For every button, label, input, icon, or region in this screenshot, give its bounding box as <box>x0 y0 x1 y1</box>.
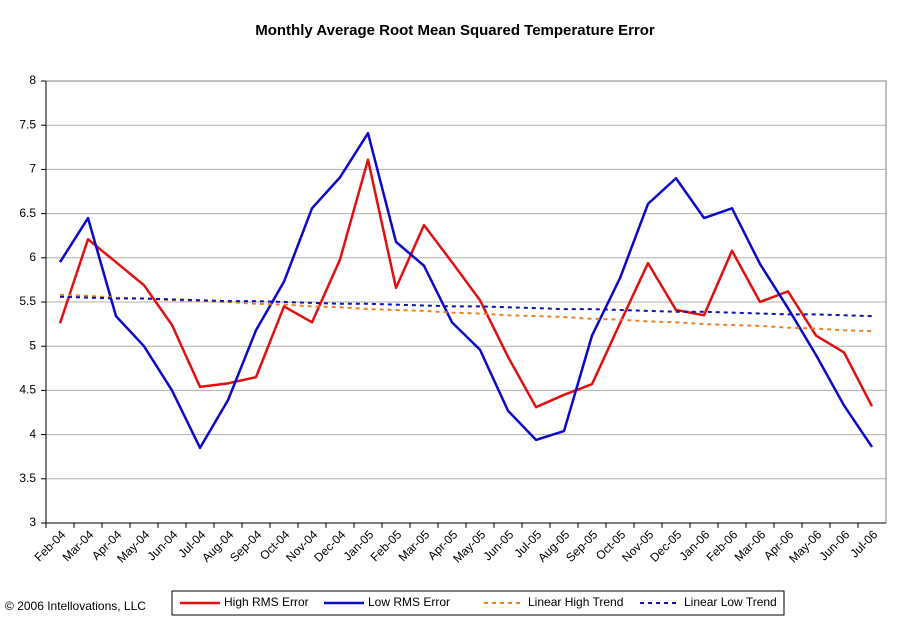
y-tick-label: 6.5 <box>19 206 36 220</box>
y-tick-label: 4 <box>29 427 36 441</box>
y-tick-label: 8 <box>29 73 36 87</box>
series-line <box>58 158 874 409</box>
y-tick-label: 6 <box>29 250 36 264</box>
y-tick-label: 5 <box>29 338 36 352</box>
footnote: © 2006 Intellovations, LLC <box>5 599 146 613</box>
legend-label: Low RMS Error <box>368 595 450 609</box>
y-tick-label: 3.5 <box>19 471 36 485</box>
series-line <box>58 131 874 450</box>
chart-title: Monthly Average Root Mean Squared Temper… <box>255 22 655 39</box>
legend-box <box>171 590 785 616</box>
y-tick-label: 7 <box>29 162 36 176</box>
y-tick-label: 7.5 <box>19 117 36 131</box>
legend-label: High RMS Error <box>224 595 309 609</box>
y-tick-label: 3 <box>29 515 36 529</box>
legend-label: Linear High Trend <box>528 595 623 609</box>
legend-label: Linear Low Trend <box>684 595 777 609</box>
y-tick-label: 5.5 <box>19 294 36 308</box>
y-tick-label: 4.5 <box>19 383 36 397</box>
